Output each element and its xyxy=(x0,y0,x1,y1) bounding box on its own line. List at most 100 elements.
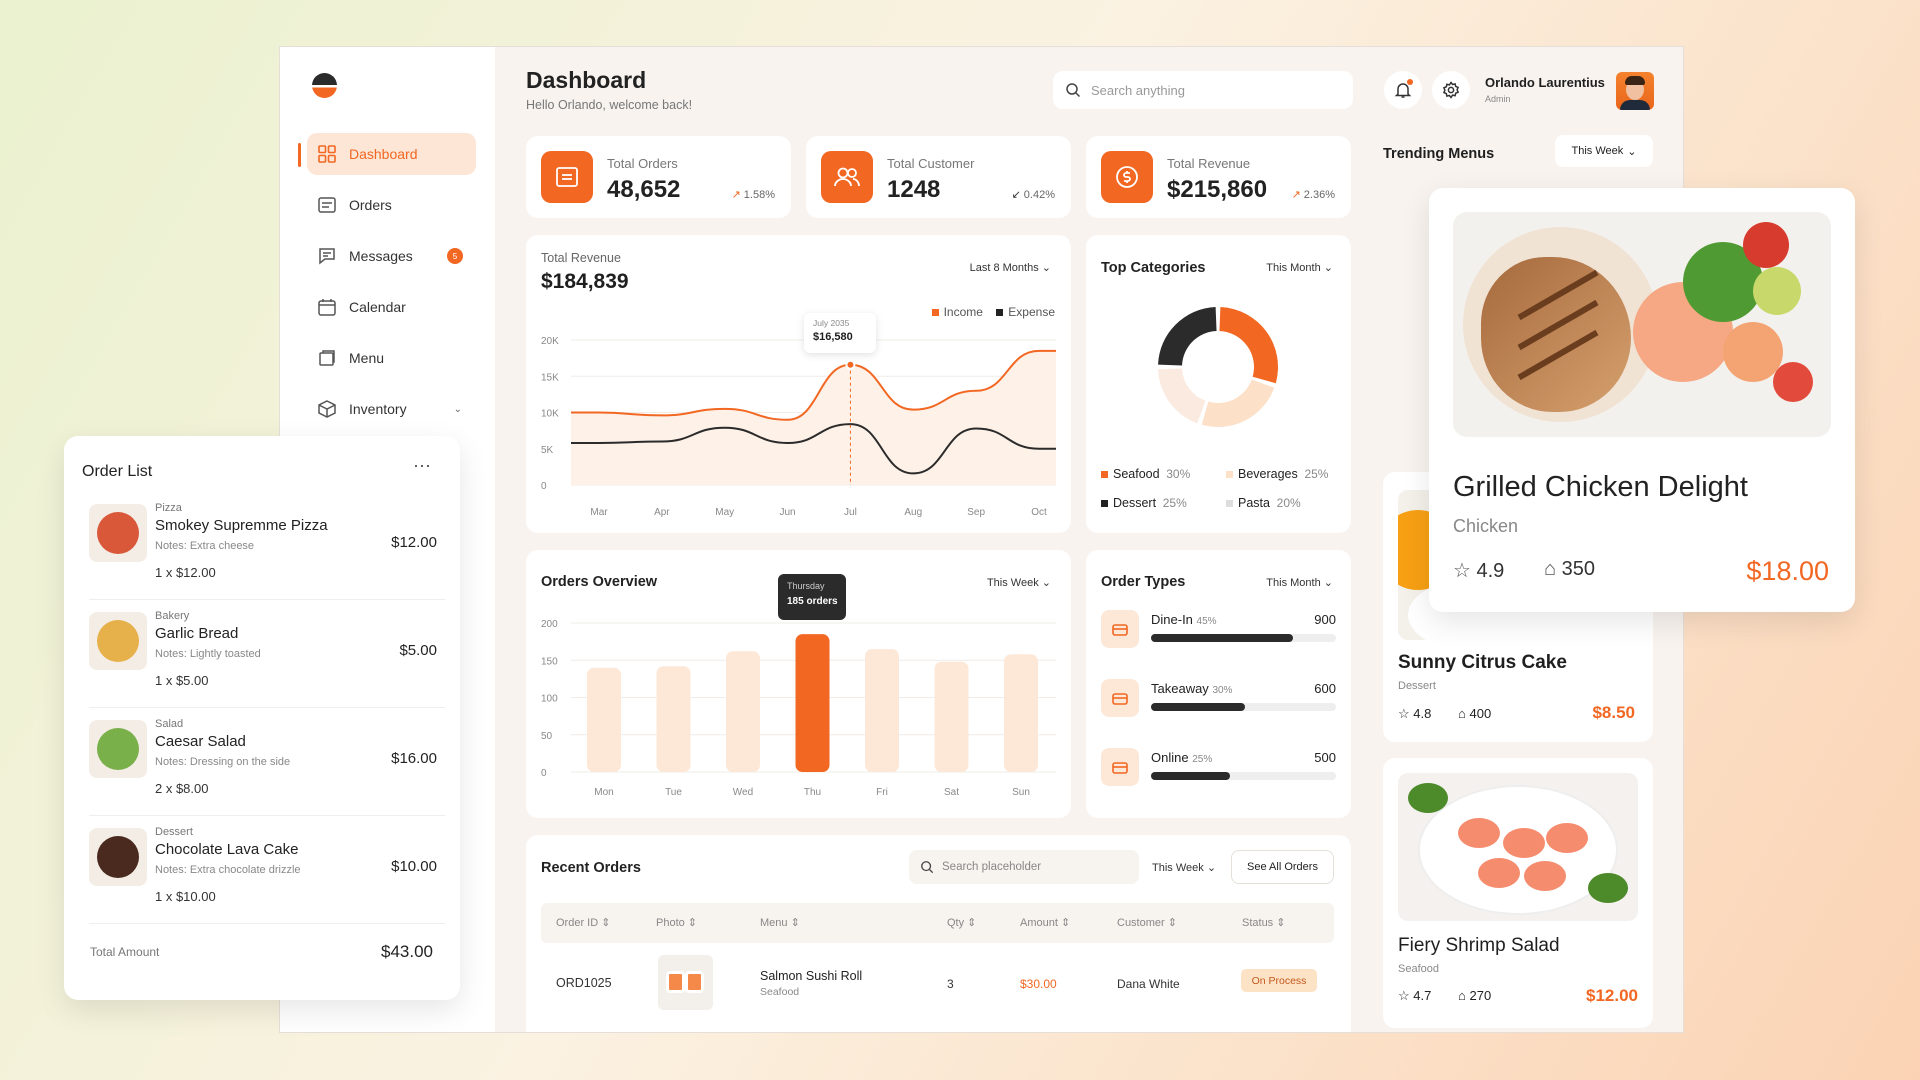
notification-dot xyxy=(1407,79,1413,85)
x-tick-label: Aug xyxy=(904,507,922,518)
messages-badge: 5 xyxy=(447,248,463,264)
order-item-qty: 1 x $10.00 xyxy=(155,889,216,904)
income-area xyxy=(571,350,1056,485)
chevron-down-icon: ⌄ xyxy=(1206,862,1217,874)
order-list-item[interactable]: Dessert Chocolate Lava Cake Notes: Extra c… xyxy=(89,820,445,924)
total-amount-label: Total Amount xyxy=(90,945,160,959)
x-tick-label: Apr xyxy=(654,507,670,518)
y-tick-label: 0 xyxy=(541,768,547,779)
stat-value: 1248 xyxy=(887,176,941,203)
column-header[interactable]: Status ⇕ xyxy=(1242,917,1286,929)
arrow-up-icon: ↗ xyxy=(1291,189,1301,201)
sidebar-item-messages[interactable]: Messages 5 xyxy=(307,235,476,277)
recent-orders-period-dropdown[interactable]: This Week ⌄ xyxy=(1152,862,1217,874)
order-item-image xyxy=(89,720,147,778)
column-header[interactable]: Menu ⇕ xyxy=(760,917,800,929)
order-list-item[interactable]: Bakery Garlic Bread Notes: Lightly toasted… xyxy=(89,604,445,708)
category-legend-beverages: Beverages 25% xyxy=(1226,467,1328,481)
orders-bar-chart: 200 150 100 50 0 Mon Tue Wed Thu Fri Sat Sun xyxy=(541,619,1056,798)
sidebar-item-calendar[interactable]: Calendar xyxy=(307,286,476,328)
featured-menu-card[interactable]: Grilled Chicken Delight Chicken ☆ 4.9 ⌂ … xyxy=(1429,188,1855,612)
overview-period-dropdown[interactable]: This Week ⌄ xyxy=(986,577,1051,589)
stat-card-customers: Total Customer 1248 ↙ 0.42% xyxy=(806,136,1071,218)
x-tick-label: Mon xyxy=(594,787,613,798)
chevron-down-icon[interactable]: ⌄ xyxy=(453,403,462,415)
order-list-title: Order List xyxy=(82,463,153,480)
search-icon xyxy=(1066,83,1081,98)
basket-icon: ⌂ xyxy=(1458,988,1466,1003)
recent-orders-card: Recent Orders Search placeholder This We… xyxy=(526,835,1351,1032)
x-tick-label: Sat xyxy=(944,787,959,798)
bar-tooltip: Thursday 185 orders xyxy=(778,574,846,620)
featured-menu-price: $18.00 xyxy=(1746,556,1829,586)
sidebar-item-menu[interactable]: Menu xyxy=(307,337,476,379)
chevron-down-icon: ⌄ xyxy=(1041,262,1051,274)
order-item-qty: 1 x $5.00 xyxy=(155,673,209,688)
sidebar-item-label: Inventory xyxy=(349,401,407,417)
bar-sat xyxy=(934,661,969,772)
x-tick-label: Thu xyxy=(804,787,821,798)
notifications-button[interactable] xyxy=(1384,71,1422,109)
order-types-card: Order Types This Month ⌄ Dine-In 45% 900 T… xyxy=(1086,550,1351,818)
order-types-period-dropdown[interactable]: This Month ⌄ xyxy=(1266,577,1333,589)
orders-overview-card: Orders Overview This Week ⌄ 200 150 100 50 0… xyxy=(526,550,1071,818)
order-item-qty: 2 x $8.00 xyxy=(155,781,209,796)
donut-slice-dessert xyxy=(1158,307,1217,366)
trending-period-dropdown[interactable]: This Week ⌄ xyxy=(1555,135,1653,167)
order-type-count: 900 xyxy=(1314,612,1336,627)
bowl-icon xyxy=(1101,610,1139,648)
order-item-category: Salad xyxy=(155,718,184,730)
stat-label: Total Revenue xyxy=(1167,156,1251,171)
y-tick-label: 150 xyxy=(541,656,558,667)
highlight-point xyxy=(845,359,856,370)
orders-search-input[interactable]: Search placeholder xyxy=(909,850,1139,884)
order-amount: $30.00 xyxy=(1020,977,1057,991)
stat-value: 48,652 xyxy=(607,176,681,203)
sidebar-item-label: Orders xyxy=(349,197,392,213)
menu-book-icon xyxy=(319,350,335,366)
order-item-price: $16.00 xyxy=(391,750,437,767)
order-type-track xyxy=(1151,772,1336,780)
receipt-icon xyxy=(318,197,336,213)
sidebar-item-orders[interactable]: Orders xyxy=(307,184,476,226)
order-type-name: Dine-In 45% xyxy=(1151,612,1217,627)
bar-wed xyxy=(726,651,760,772)
chevron-down-icon: ⌄ xyxy=(1323,262,1333,274)
categories-period-dropdown[interactable]: This Month ⌄ xyxy=(1266,262,1333,274)
top-categories-card: Top Categories This Month ⌄ Seafood 30% … xyxy=(1086,235,1351,533)
column-header[interactable]: Order ID ⇕ xyxy=(556,917,611,929)
order-list-item[interactable]: Salad Caesar Salad Notes: Dressing on the … xyxy=(89,712,445,816)
donut-slice-pasta xyxy=(1158,368,1206,424)
more-options-icon[interactable]: ⋯ xyxy=(413,456,432,476)
column-header[interactable]: Customer ⇕ xyxy=(1117,917,1177,929)
trending-item-category: Seafood xyxy=(1398,963,1439,975)
y-tick-label: 20K xyxy=(541,336,559,347)
trending-item-card[interactable]: Fiery Shrimp Salad Seafood ☆ 4.7 ⌂ 270 $… xyxy=(1383,758,1653,1028)
bar-thu xyxy=(795,634,830,772)
order-list-item[interactable]: Pizza Smokey Supremme Pizza Notes: Extra c… xyxy=(89,496,445,600)
revenue-period-dropdown[interactable]: Last 8 Months ⌄ xyxy=(969,262,1051,274)
search-input[interactable]: Search anything xyxy=(1053,71,1353,109)
stat-value: $215,860 xyxy=(1167,176,1268,203)
settings-button[interactable] xyxy=(1432,71,1470,109)
order-id: ORD1025 xyxy=(556,976,612,990)
chat-icon xyxy=(319,248,335,265)
order-menu: Salmon Sushi Roll xyxy=(760,969,863,983)
dollar-icon xyxy=(1101,151,1153,203)
see-all-orders-button[interactable]: See All Orders xyxy=(1231,850,1334,884)
avatar[interactable] xyxy=(1616,72,1654,110)
column-header[interactable]: Photo ⇕ xyxy=(656,917,698,929)
trending-item-rating: ☆ 4.7 xyxy=(1398,988,1432,1003)
sidebar-item-inventory[interactable]: Inventory ⌄ xyxy=(307,388,476,430)
brand-logo[interactable] xyxy=(312,73,337,98)
column-header[interactable]: Amount ⇕ xyxy=(1020,917,1071,929)
stat-card-revenue: Total Revenue $215,860 ↗ 2.36% xyxy=(1086,136,1351,218)
order-type-track xyxy=(1151,703,1336,711)
trending-item-name: Fiery Shrimp Salad xyxy=(1398,935,1560,956)
y-tick-label: 50 xyxy=(541,731,553,742)
sidebar-item-label: Messages xyxy=(349,248,413,264)
column-header[interactable]: Qty ⇕ xyxy=(947,917,977,929)
y-tick-label: 100 xyxy=(541,694,558,705)
bar-mon xyxy=(587,667,621,772)
sidebar-item-dashboard[interactable]: Dashboard xyxy=(307,133,476,175)
